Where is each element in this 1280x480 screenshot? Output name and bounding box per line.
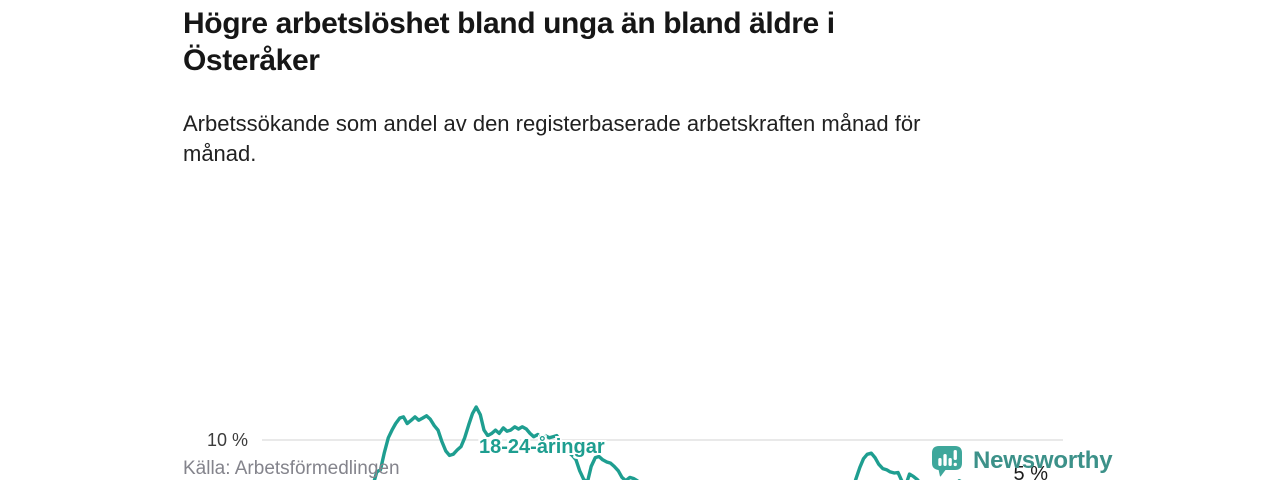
title-line-1: Högre arbetslöshet bland unga än bland ä…: [183, 7, 835, 40]
series-line-young: [372, 405, 962, 480]
brand-logo: Newsworthy: [930, 444, 1113, 478]
end-value-label-young: 5 %: [1013, 463, 1048, 480]
title-line-2: Österåker: [183, 44, 320, 77]
chart-subtitle: Arbetssökande som andel av den registerb…: [183, 109, 1083, 169]
line-chart: 0 %5 %10 % 2008201020132016201920222024 …: [0, 195, 1280, 480]
bar-chart-speech-bubble-icon: [932, 446, 962, 477]
source-note: Källa: Arbetsförmedlingen: [183, 458, 400, 479]
plot-area: [262, 405, 1063, 480]
page-title: Högre arbetslöshet bland unga än bland ä…: [183, 5, 1183, 79]
subtitle-line-1: Arbetssökande som andel av den registerb…: [183, 111, 921, 136]
brand-name: Newsworthy: [973, 447, 1113, 474]
subtitle-line-2: månad.: [183, 141, 257, 166]
y-tick-label: 10 %: [206, 430, 248, 450]
gridlines: [262, 439, 1063, 441]
series-label-young: 18-24-åringar: [479, 436, 605, 458]
